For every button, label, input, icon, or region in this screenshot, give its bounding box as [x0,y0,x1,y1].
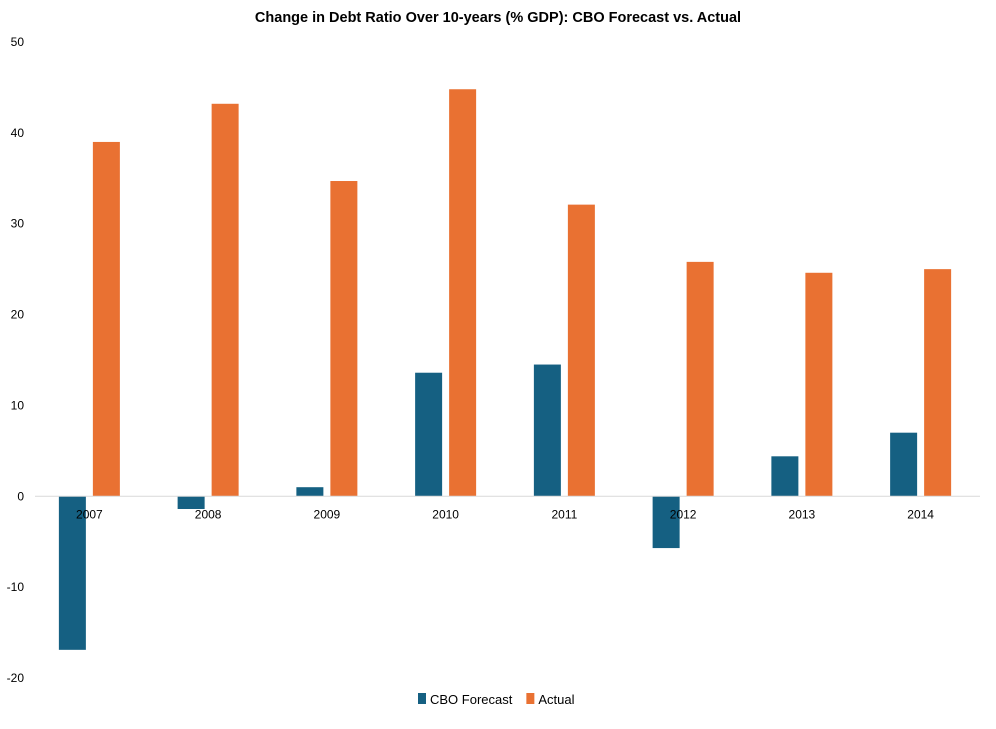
y-tick-label: 20 [11,308,25,322]
bar-cbo-forecast-2011 [533,364,561,497]
bars [58,89,952,650]
y-tick-label: 0 [17,489,24,503]
x-tick-label: 2014 [907,507,934,521]
bar-cbo-forecast-2009 [296,487,324,497]
y-tick-label: -20 [7,671,25,685]
bar-cbo-forecast-2010 [415,372,443,497]
x-tick-label: 2009 [314,507,341,521]
bar-actual-2010 [449,89,477,497]
x-tick-label: 2013 [789,507,816,521]
bar-cbo-forecast-2007 [58,496,86,650]
x-tick-label: 2011 [551,507,577,521]
bar-cbo-forecast-2013 [771,456,799,497]
y-axis-ticks: 50 40 30 20 10 0 -10 -20 [7,35,25,685]
bar-cbo-forecast-2012 [652,496,680,549]
legend-swatch-cbo-forecast [418,693,426,704]
bar-actual-2008 [211,103,239,497]
x-tick-label: 2012 [670,507,697,521]
x-tick-label: 2008 [195,507,222,521]
bar-actual-2007 [92,141,120,497]
y-tick-label: 10 [11,398,25,412]
x-tick-label: 2010 [432,507,459,521]
legend-swatch-actual [526,693,535,704]
bar-actual-2009 [330,181,358,497]
y-tick-label: 40 [11,126,25,140]
y-tick-label: 30 [11,217,25,231]
chart-title: Change in Debt Ratio Over 10-years (% GD… [255,10,741,26]
bar-cbo-forecast-2008 [177,496,205,510]
x-axis-labels: 2007 2008 2009 2010 2011 2012 2013 2014 [76,507,934,521]
bar-actual-2014 [924,269,952,497]
y-tick-label: -10 [7,580,25,594]
y-tick-label: 50 [11,35,25,49]
bar-actual-2013 [805,272,833,497]
bar-actual-2012 [686,261,714,497]
legend-label: CBO Forecast [430,692,513,707]
bar-cbo-forecast-2014 [890,432,918,497]
legend-label: Actual [538,692,574,707]
legend: CBO Forecast Actual [418,692,575,707]
bar-actual-2011 [567,204,595,497]
x-tick-label: 2007 [76,507,103,521]
